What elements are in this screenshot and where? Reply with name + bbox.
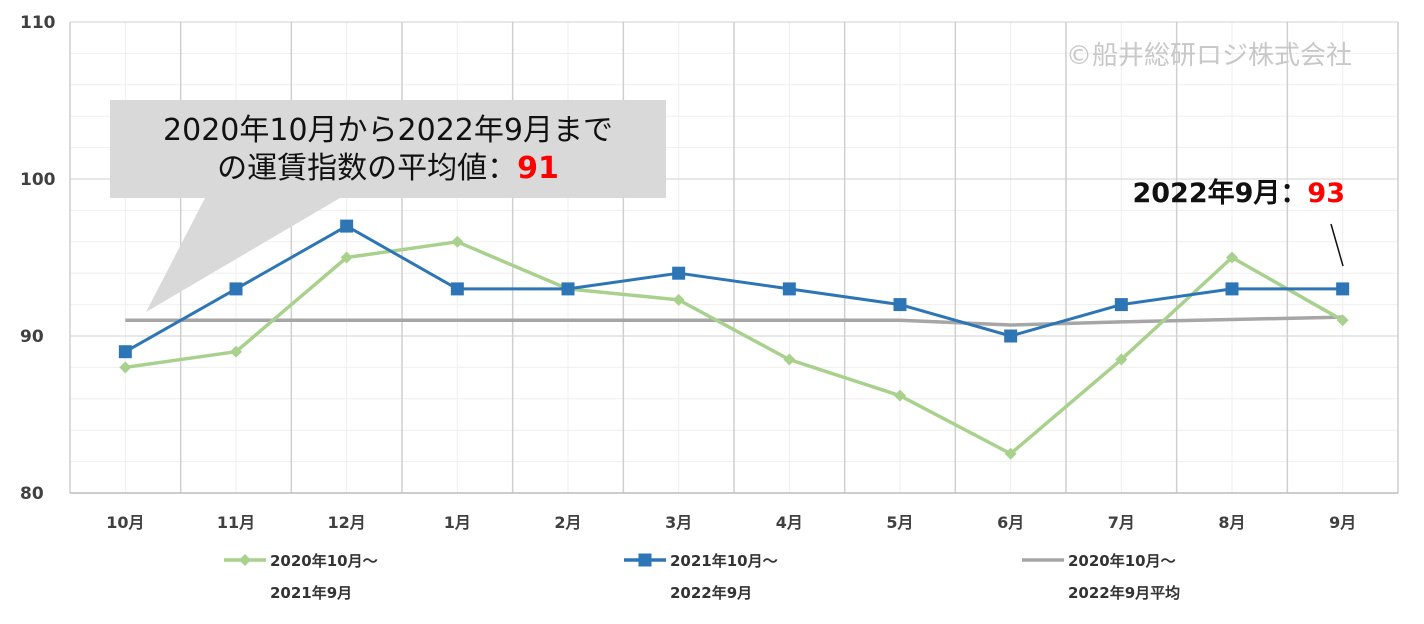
legend-label: 2020年10月～ 2022年9月平均 — [1068, 552, 1180, 602]
last-value-prefix: 2022年9月： — [1132, 177, 1307, 209]
data-point — [340, 219, 354, 233]
x-tick-label: 8月 — [1218, 513, 1245, 532]
data-point — [783, 353, 796, 366]
x-tick-label: 2月 — [554, 513, 581, 532]
callout-line-2-text: の運賃指数の平均値： — [217, 151, 517, 186]
average-callout: 2020年10月から2022年9月まで の運賃指数の平均値：91 — [110, 100, 666, 312]
data-point — [1004, 329, 1018, 343]
legend-label: 2021年10月～ 2022年9月 — [670, 552, 778, 602]
data-point — [230, 345, 242, 358]
x-tick-label: 3月 — [665, 513, 692, 532]
x-tick-label: 7月 — [1108, 513, 1135, 532]
major-gridlines — [69, 21, 1399, 494]
data-point — [1226, 251, 1238, 264]
series-0 — [119, 235, 1349, 460]
legend-marker — [239, 554, 251, 566]
x-axis-ticks: 10月 11月 12月 1月 2月 3月 4月 5月 6月 7月 8月 9月 — [106, 513, 1356, 532]
last-value-label: 2022年9月：93 — [1132, 177, 1345, 209]
y-tick-label: 110 — [20, 13, 56, 33]
series-line — [125, 240, 1344, 456]
last-value-annotation: 2022年9月：93 — [1132, 177, 1345, 267]
x-tick-label: 9月 — [1329, 513, 1356, 532]
legend: 2020年10月～ 2021年9月 2021年10月～ 2022年9月 2020年10月… — [224, 552, 1180, 602]
data-point — [229, 282, 243, 296]
data-point — [1004, 447, 1017, 460]
data-point — [672, 293, 685, 306]
data-point — [340, 251, 353, 264]
data-point — [450, 282, 464, 296]
series-2 — [125, 315, 1343, 327]
data-point — [1114, 298, 1128, 312]
y-tick-label: 80 — [20, 484, 44, 504]
x-tick-label: 11月 — [217, 513, 255, 532]
callout-line-2: の運賃指数の平均値：91 — [217, 151, 559, 186]
series-line — [125, 315, 1343, 327]
data-point — [1336, 314, 1349, 327]
y-tick-label: 100 — [20, 170, 56, 190]
data-point — [894, 389, 906, 402]
series-layer — [118, 219, 1350, 460]
series-line — [124, 224, 1343, 354]
y-tick-label: 90 — [20, 327, 44, 347]
x-tick-label: 12月 — [328, 513, 366, 532]
x-tick-label: 1月 — [444, 513, 471, 532]
last-value-leader-line — [1330, 223, 1344, 267]
data-point — [119, 361, 132, 374]
data-point — [782, 282, 796, 296]
series-1 — [118, 219, 1350, 359]
legend-label: 2020年10月～ 2021年9月 — [270, 552, 378, 602]
data-point — [118, 345, 132, 359]
watermark-text: ©船井総研ロジ株式会社 — [1066, 41, 1352, 71]
data-point — [1336, 282, 1350, 296]
x-tick-label: 5月 — [886, 513, 913, 532]
callout-bubble — [110, 100, 666, 312]
last-value-number: 93 — [1307, 178, 1345, 209]
x-tick-label: 6月 — [997, 513, 1024, 532]
callout-average-value: 91 — [517, 151, 559, 186]
data-point — [451, 235, 464, 248]
callout-line-1: 2020年10月から2022年9月まで — [163, 113, 613, 148]
y-axis-ticks: 80 90 100 110 — [20, 13, 56, 504]
data-point — [672, 266, 686, 280]
data-point — [893, 298, 907, 312]
data-point — [561, 282, 575, 296]
x-tick-label: 10月 — [106, 513, 144, 532]
data-point — [1225, 282, 1239, 296]
x-tick-label: 4月 — [776, 513, 803, 532]
legend-marker — [638, 553, 652, 567]
data-point — [1115, 353, 1128, 366]
